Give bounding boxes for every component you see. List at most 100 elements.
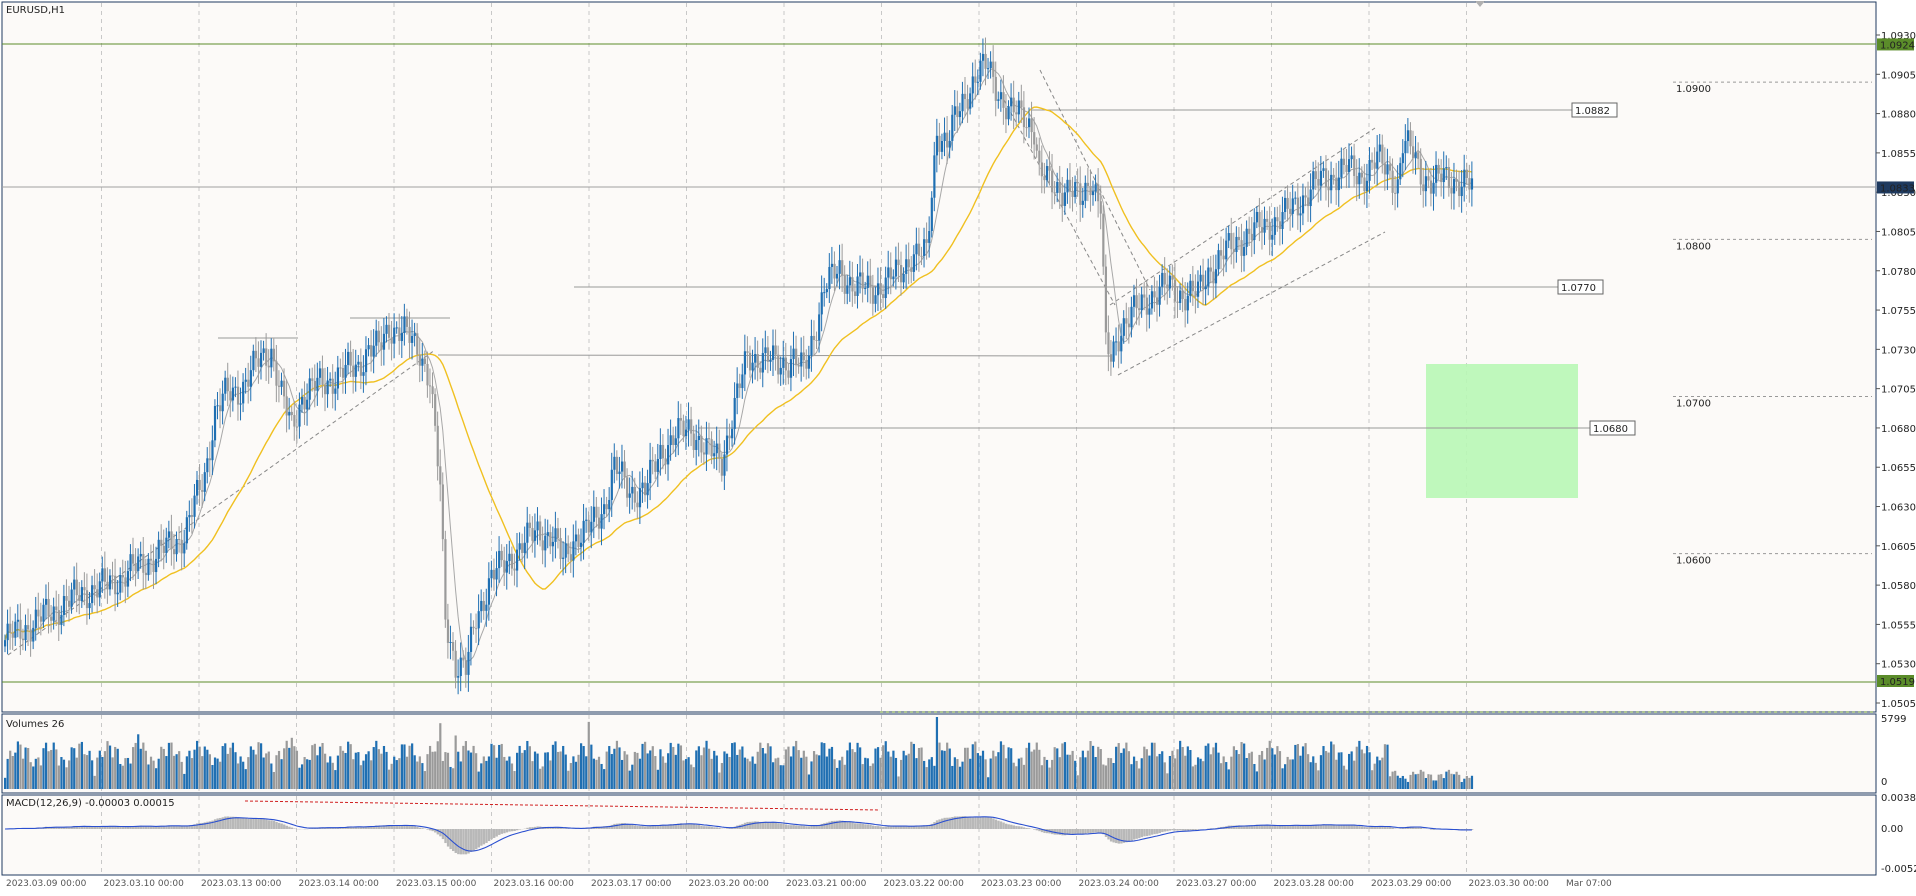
candle-body <box>1107 332 1110 355</box>
volume-bar <box>1409 774 1412 789</box>
candle-body <box>938 135 941 152</box>
macd-histogram-bar <box>408 825 411 829</box>
candle-body <box>411 336 414 343</box>
macd-histogram-bar <box>953 816 957 829</box>
candle-body <box>1412 146 1415 159</box>
candle-body <box>142 553 145 573</box>
volume-bar <box>690 764 693 789</box>
volume-bar <box>969 758 972 789</box>
macd-histogram-bar <box>231 816 235 829</box>
volume-bar <box>1048 767 1051 789</box>
volume-bar <box>60 756 63 789</box>
volume-bar <box>229 747 232 789</box>
volume-bar <box>562 745 565 789</box>
volume-bar <box>818 755 821 789</box>
candle-body <box>467 651 470 675</box>
volume-bar <box>1263 759 1266 789</box>
volume-bar <box>467 750 470 789</box>
candle-body <box>1314 171 1317 179</box>
volume-bar <box>800 757 803 789</box>
candle-body <box>482 600 485 611</box>
candle-body <box>1140 294 1143 311</box>
candle-body <box>1445 167 1448 169</box>
candle-body <box>1138 308 1141 311</box>
volume-bar <box>590 744 593 789</box>
macd-histogram-bar <box>1368 826 1371 829</box>
macd-histogram-bar <box>654 825 657 829</box>
candle-body <box>1289 208 1292 214</box>
macd-histogram-bar <box>1263 824 1266 829</box>
candle-body <box>252 350 255 371</box>
candle-body <box>244 379 247 382</box>
candle-body <box>1153 291 1156 298</box>
date-label: 2023.03.27 00:00 <box>1176 879 1257 889</box>
macd-histogram-bar <box>454 829 457 853</box>
candle-body <box>108 575 112 590</box>
candle-body <box>595 506 598 518</box>
scroll-marker-icon[interactable] <box>1475 1 1485 7</box>
candle-body <box>1355 175 1358 185</box>
candle-body <box>247 379 250 387</box>
volume-bar <box>103 751 107 789</box>
candle-body <box>940 140 944 152</box>
candle-body <box>341 368 345 378</box>
candle-body <box>592 506 595 522</box>
volume-bar <box>605 751 608 789</box>
date-label: 2023.03.09 00:00 <box>6 879 87 889</box>
candle-body <box>9 623 12 633</box>
candle-body <box>1465 169 1468 179</box>
macd-histogram-bar <box>1166 829 1169 832</box>
volume-bar <box>879 757 882 789</box>
volume-bar <box>651 746 654 789</box>
candle-body <box>946 132 949 148</box>
volume-bar <box>533 751 537 789</box>
macd-histogram-bar <box>242 818 245 829</box>
candle-body <box>313 380 316 391</box>
macd-histogram-bar <box>518 829 521 830</box>
candle-body <box>226 377 229 392</box>
candle-body <box>1168 275 1171 289</box>
candle-body <box>1007 106 1010 120</box>
volume-bar <box>434 751 437 789</box>
volume-bar <box>777 757 780 789</box>
macd-histogram-bar <box>943 817 946 829</box>
candle-body <box>208 458 211 461</box>
volume-bar <box>725 753 729 789</box>
volume-bar <box>165 756 168 789</box>
macd-histogram-bar <box>1171 829 1174 831</box>
macd-histogram-bar <box>439 829 442 837</box>
candle-body <box>651 459 654 462</box>
macd-histogram-bar <box>907 826 911 829</box>
volume-bar <box>1388 776 1392 789</box>
volume-bar <box>147 764 150 789</box>
volume-bar <box>1266 747 1269 789</box>
macd-histogram-bar <box>828 821 831 829</box>
candle-body <box>1117 341 1120 352</box>
volume-bar <box>490 743 493 789</box>
volume-bar <box>1030 751 1033 789</box>
volume-bar <box>183 773 186 789</box>
macd-histogram-bar <box>1150 829 1154 835</box>
candle-body <box>871 286 875 304</box>
macd-histogram-bar <box>459 829 463 855</box>
volume-bar <box>551 744 555 789</box>
macd-histogram-bar <box>1340 825 1343 829</box>
candle-body <box>615 456 619 474</box>
volume-bar <box>999 741 1003 789</box>
volume-bar <box>687 757 690 789</box>
candle-body <box>1419 158 1422 185</box>
volume-bar <box>1063 742 1067 789</box>
macd-histogram-bar <box>997 820 1000 829</box>
target-zone-box[interactable] <box>1426 364 1578 498</box>
macd-histogram-bar <box>984 816 987 829</box>
candle-body <box>1173 279 1177 302</box>
volume-bar <box>1084 757 1087 789</box>
volume-bar <box>1363 753 1366 789</box>
volume-bar <box>339 746 342 789</box>
candle-body <box>318 368 322 378</box>
candle-body <box>1058 181 1061 193</box>
macd-histogram-bar <box>1422 828 1425 829</box>
volume-bar <box>459 761 462 789</box>
